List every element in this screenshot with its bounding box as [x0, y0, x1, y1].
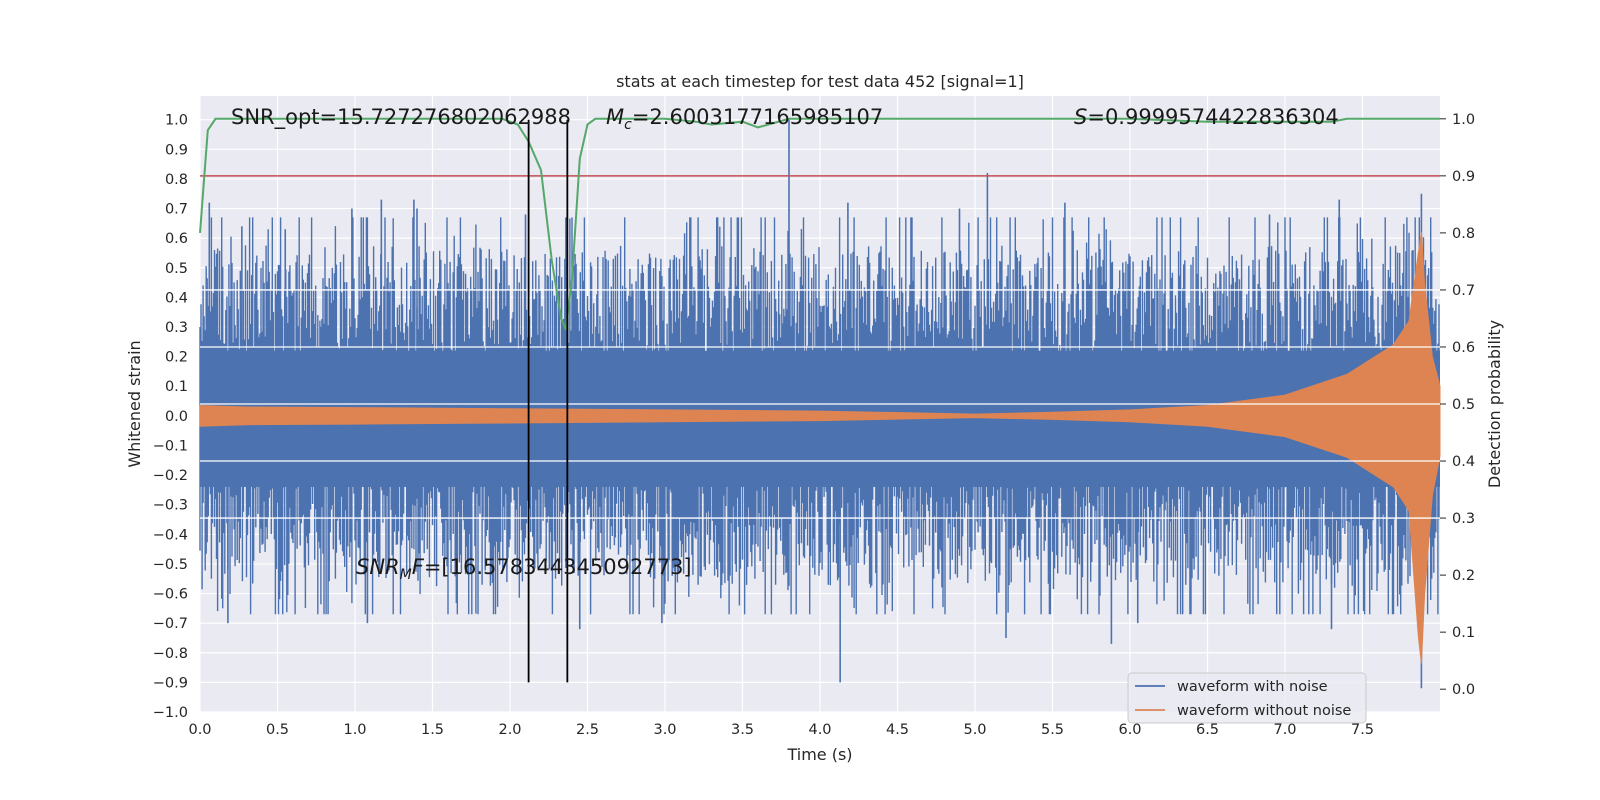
x-tick-label: 2.0: [498, 722, 521, 738]
y-tick-label: 0.4: [165, 290, 188, 306]
y-tick-label: 0.5: [165, 261, 188, 277]
annotation-snr-mf-letter: F: [412, 555, 425, 579]
annotation-chirp-mass-value: =2.6003177165985107: [632, 105, 883, 129]
y2-axis-label: Detection probability: [1485, 320, 1504, 488]
y2-tick-label: 0.3: [1452, 511, 1475, 527]
chart-title: stats at each timestep for test data 452…: [616, 72, 1024, 91]
x-tick-label: 2.5: [576, 722, 599, 738]
annotation-chirp-mass-subscript: c: [624, 117, 632, 133]
y2-tick-label: 0.2: [1452, 568, 1475, 584]
series-waveform-without-noise: [199, 232, 1441, 664]
y2-tick-label: 0.9: [1452, 169, 1475, 185]
y-tick-label: 0.7: [165, 202, 188, 218]
event-markers: [527, 119, 569, 683]
y-tick-label: 0.8: [165, 172, 188, 188]
x-tick-label: 7.5: [1351, 722, 1374, 738]
annotation-snr-mf-symbol: SNR: [356, 555, 400, 579]
x-axis-label: Time (s): [786, 745, 852, 764]
legend-box: [1127, 672, 1367, 724]
y-tick-label: 0.0: [165, 409, 188, 425]
y-tick-label: −1.0: [153, 705, 188, 721]
x-tick-label: 1.5: [421, 722, 444, 738]
y-tick-label: 1.0: [165, 113, 188, 129]
y-tick-label: −0.6: [153, 587, 188, 603]
x-tick-label: 6.0: [1118, 722, 1141, 738]
x-tick-label: 4.5: [886, 722, 909, 738]
legend-label-waveform-with-noise: waveform with noise: [1177, 679, 1328, 695]
y-tick-label: 0.1: [165, 379, 188, 395]
y2-tick-label: 0.7: [1452, 283, 1475, 299]
y2-tick-label: 0.0: [1452, 682, 1475, 698]
clean-envelope: [199, 232, 1441, 664]
annotation-snr-mf-subscript: M: [400, 567, 412, 583]
x-tick-label: 1.0: [343, 722, 366, 738]
series-detection-probability: [199, 117, 1440, 331]
annotation-snr-opt: SNR_opt=15.727276802062988: [231, 105, 571, 130]
y-tick-label: −0.5: [153, 557, 188, 573]
y2-tick-label: 1.0: [1452, 112, 1475, 128]
y-tick-label: 0.3: [165, 320, 188, 336]
y2-tick-label: 0.6: [1452, 340, 1475, 356]
y-axis-label: Whitened strain: [125, 340, 144, 467]
x-tick-label: 0.0: [188, 722, 211, 738]
x-tick-label: 3.0: [653, 722, 676, 738]
x-tick-label: 3.5: [731, 722, 754, 738]
y-tick-label: 0.9: [165, 142, 188, 158]
y-tick-label: −0.4: [153, 527, 188, 543]
annotation-chirp-mass: Mc=2.6003177165985107: [606, 105, 883, 133]
y2-tick-label: 0.5: [1452, 397, 1475, 413]
probability-line: [199, 117, 1440, 331]
annotation-score: S=0.9999574422836304: [1074, 105, 1339, 129]
y2-tick-label: 0.1: [1452, 625, 1475, 641]
annotation-chirp-mass-symbol: M: [606, 105, 624, 129]
y2-tick-label: 0.8: [1452, 226, 1475, 242]
y-tick-label: −0.8: [153, 646, 188, 662]
x-tick-label: 5.0: [963, 722, 986, 738]
y-tick-label: −0.9: [153, 675, 188, 691]
annotation-score-symbol: S: [1074, 105, 1087, 129]
x-tick-label: 4.0: [808, 722, 831, 738]
annotation-snr-mf-value: =[16.578344345092773]: [424, 555, 692, 579]
y-axis-ticks: −1.0 −0.9 −0.8 −0.7 −0.6 −0.5 −0.4 −0.3 −0.2 −0.1…: [153, 113, 188, 721]
x-tick-label: 6.5: [1196, 722, 1219, 738]
y-tick-label: −0.3: [153, 498, 188, 514]
legend-label-waveform-without-noise: waveform without noise: [1177, 703, 1351, 719]
y-tick-label: −0.7: [153, 616, 188, 632]
y-tick-label: −0.1: [153, 438, 188, 454]
y2-tick-label: 0.4: [1452, 454, 1475, 470]
y-tick-label: 0.2: [165, 350, 188, 366]
x-axis-ticks: 0.0 0.5 1.0 1.5 2.0 2.5 3.0 3.5 4.0 4.5 5.0 5.5 6.0 6…: [188, 722, 1374, 738]
y-tick-label: −0.2: [153, 468, 188, 484]
y-tick-label: 0.6: [165, 231, 188, 247]
x-tick-label: 7.0: [1273, 722, 1296, 738]
annotation-snr-mf: SNRMF=[16.578344345092773]: [356, 555, 692, 583]
x-tick-label: 5.5: [1041, 722, 1064, 738]
annotation-score-value: =0.9999574422836304: [1087, 105, 1338, 129]
right-axis-grid-lines: [200, 289, 1440, 519]
y2-axis-ticks: 0.0 0.1 0.2 0.3 0.4 0.5 0.6 0.7 0.8 0.9 1.0: [1440, 112, 1475, 698]
x-tick-label: 0.5: [266, 722, 289, 738]
legend: waveform with noise waveform without noi…: [1127, 672, 1367, 724]
